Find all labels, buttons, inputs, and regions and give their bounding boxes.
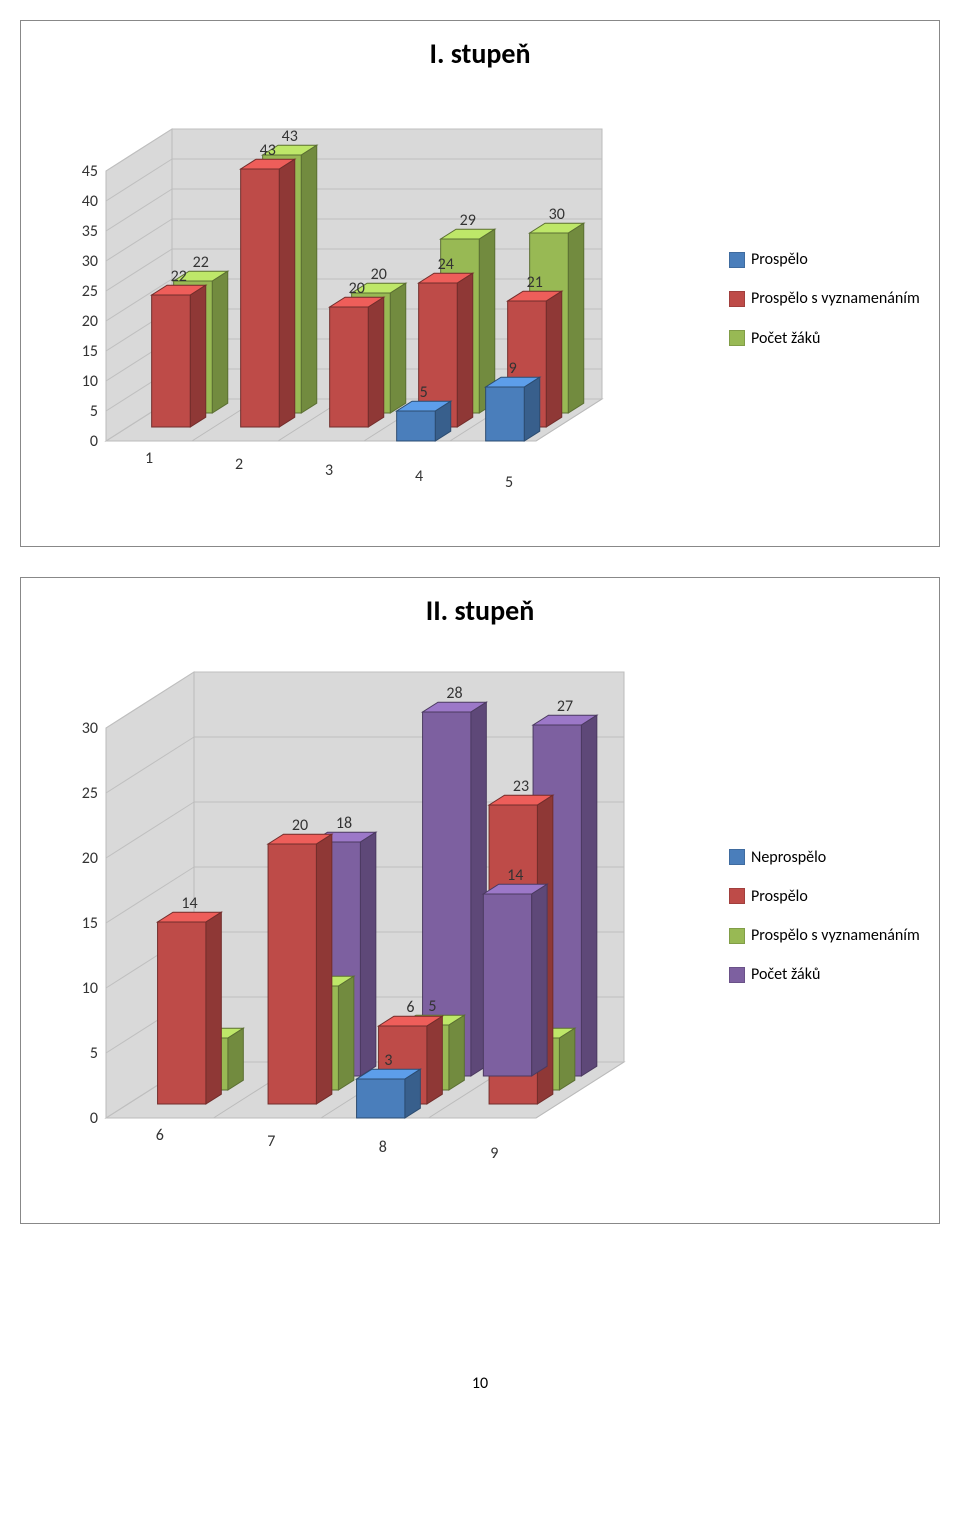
legend-label: Prospělo s vyznamenáním <box>751 918 920 953</box>
svg-text:43: 43 <box>282 127 298 146</box>
legend-swatch <box>729 291 745 307</box>
svg-text:15: 15 <box>82 914 98 933</box>
page-number: 10 <box>20 1374 940 1393</box>
svg-text:30: 30 <box>82 719 98 738</box>
legend-label: Prospělo <box>751 879 808 914</box>
legend-swatch <box>729 967 745 983</box>
legend-item: Prospělo <box>729 242 929 277</box>
svg-text:6: 6 <box>156 1126 164 1145</box>
chart-1-plot: 0510152025303540451234522432029302243202… <box>31 81 719 521</box>
svg-text:3: 3 <box>384 1051 392 1070</box>
svg-text:5: 5 <box>428 997 436 1016</box>
legend-label: Počet žáků <box>751 321 820 356</box>
svg-text:20: 20 <box>82 312 98 331</box>
svg-text:20: 20 <box>82 849 98 868</box>
svg-text:40: 40 <box>82 192 98 211</box>
legend-swatch <box>729 849 745 865</box>
svg-text:43: 43 <box>260 141 276 160</box>
svg-text:20: 20 <box>292 816 308 835</box>
svg-text:30: 30 <box>82 252 98 271</box>
svg-text:4: 4 <box>415 467 423 486</box>
legend-item: Prospělo s vyznamenáním <box>729 281 929 316</box>
svg-text:23: 23 <box>513 777 529 796</box>
svg-text:10: 10 <box>82 979 98 998</box>
svg-text:5: 5 <box>420 383 428 402</box>
svg-text:30: 30 <box>549 205 565 224</box>
svg-text:22: 22 <box>193 253 209 272</box>
legend-label: Prospělo s vyznamenáním <box>751 281 920 316</box>
legend-swatch <box>729 928 745 944</box>
svg-text:15: 15 <box>82 342 98 361</box>
svg-text:20: 20 <box>349 279 365 298</box>
legend-item: Prospělo <box>729 879 929 914</box>
legend-swatch <box>729 888 745 904</box>
svg-text:14: 14 <box>507 866 523 885</box>
svg-text:9: 9 <box>509 359 517 378</box>
chart-1-legend: Prospělo Prospělo s vyznamenáním Počet žák… <box>719 242 929 360</box>
svg-text:5: 5 <box>90 402 98 421</box>
svg-text:7: 7 <box>267 1132 275 1151</box>
svg-text:1: 1 <box>145 449 153 468</box>
svg-text:3: 3 <box>325 461 333 480</box>
svg-text:14: 14 <box>181 894 197 913</box>
svg-text:22: 22 <box>171 267 187 286</box>
legend-item: Prospělo s vyznamenáním <box>729 918 929 953</box>
svg-text:35: 35 <box>82 222 98 241</box>
svg-text:21: 21 <box>527 273 543 292</box>
svg-text:5: 5 <box>505 473 513 492</box>
chart-1-container: I. stupeň 051015202530354045123452243202… <box>20 20 940 547</box>
legend-item: Počet žáků <box>729 957 929 992</box>
chart-2-container: II. stupeň 05101520253067891828274854142… <box>20 577 940 1224</box>
svg-text:6: 6 <box>406 998 414 1017</box>
svg-text:25: 25 <box>82 282 98 301</box>
legend-item: Neprospělo <box>729 840 929 875</box>
legend-swatch <box>729 330 745 346</box>
chart-2-plot: 051015202530678918282748541420623314 <box>31 638 719 1198</box>
svg-text:27: 27 <box>557 697 573 716</box>
svg-text:28: 28 <box>446 684 462 703</box>
svg-text:24: 24 <box>438 255 454 274</box>
svg-text:8: 8 <box>379 1138 387 1157</box>
svg-text:18: 18 <box>336 814 352 833</box>
svg-text:0: 0 <box>90 1109 98 1128</box>
svg-text:5: 5 <box>90 1044 98 1063</box>
svg-text:29: 29 <box>460 211 476 230</box>
svg-text:0: 0 <box>90 432 98 451</box>
svg-text:2: 2 <box>235 455 243 474</box>
svg-text:25: 25 <box>82 784 98 803</box>
svg-text:9: 9 <box>490 1144 498 1163</box>
svg-text:20: 20 <box>371 265 387 284</box>
legend-label: Počet žáků <box>751 957 820 992</box>
svg-text:10: 10 <box>82 372 98 391</box>
legend-label: Prospělo <box>751 242 808 277</box>
chart-1-title: I. stupeň <box>31 36 929 71</box>
legend-label: Neprospělo <box>751 840 826 875</box>
svg-text:45: 45 <box>82 162 98 181</box>
chart-2-legend: Neprospělo Prospělo Prospělo s vyznamenání… <box>719 840 929 997</box>
legend-swatch <box>729 252 745 268</box>
chart-2-title: II. stupeň <box>31 593 929 628</box>
legend-item: Počet žáků <box>729 321 929 356</box>
